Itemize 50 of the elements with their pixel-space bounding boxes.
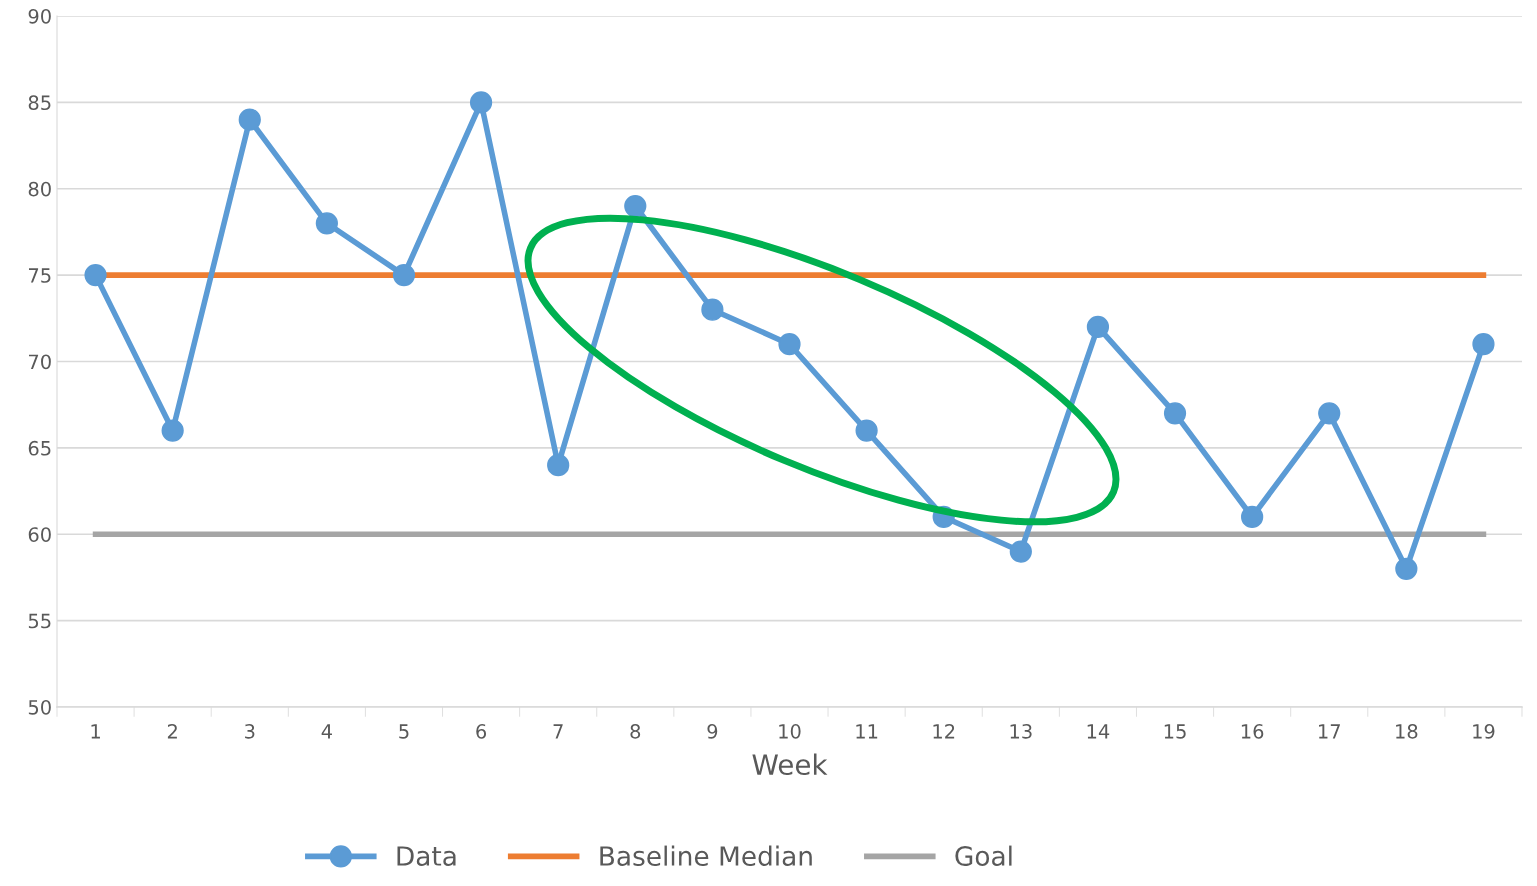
x-tick-label: 6: [476, 724, 487, 739]
y-tick-label: 50: [28, 699, 51, 715]
point: [1163, 402, 1187, 425]
y-tick-label: 70: [28, 354, 51, 370]
x-tick-label: 15: [1164, 724, 1186, 739]
x-tick-label: 1: [91, 724, 100, 739]
x-tick-label: 16: [1241, 724, 1264, 739]
x-tick-label: 19: [1473, 724, 1495, 739]
point: [1241, 505, 1264, 529]
point: [469, 91, 493, 114]
point: [1318, 402, 1341, 425]
x-tick-label: 2: [167, 724, 177, 739]
point: [701, 298, 724, 321]
x-tick-label: 12: [933, 724, 955, 739]
x-axis-title: Week: [752, 753, 828, 776]
x-tick-label: 13: [1010, 724, 1032, 739]
y-tick-label: 60: [28, 527, 51, 542]
point: [624, 194, 647, 218]
legend-label: Goal: [955, 845, 1012, 866]
x-tick-label: 14: [1087, 724, 1110, 739]
y-tick-label: 55: [28, 613, 51, 629]
y-tick-label: 90: [28, 8, 51, 24]
x-tick-label: 5: [399, 724, 409, 739]
x-tick-label: 8: [630, 724, 641, 739]
x-tick-label: 7: [553, 724, 563, 739]
legend-label: Baseline Median: [600, 845, 812, 866]
point: [1395, 557, 1418, 580]
point: [1086, 315, 1110, 339]
y-tick-label: 75: [28, 268, 51, 283]
legend-label: Data: [397, 846, 456, 866]
point: [84, 264, 107, 287]
point: [161, 419, 184, 442]
point: [392, 264, 416, 287]
point: [547, 454, 570, 477]
x-tick-label: 10: [779, 724, 801, 739]
x-tick-label: 3: [245, 724, 255, 739]
x-tick-label: 17: [1319, 724, 1340, 739]
x-tick-label: 11: [856, 724, 878, 739]
x-tick-label: 4: [321, 724, 332, 739]
point: [778, 333, 801, 356]
point: [1009, 540, 1032, 563]
point: [315, 212, 338, 235]
x-tick-label: 9: [707, 724, 718, 739]
point: [1472, 333, 1495, 356]
y-tick-label: 80: [28, 181, 51, 197]
x-tick-label: 18: [1396, 724, 1418, 739]
point: [238, 108, 261, 131]
y-tick-label: 65: [28, 440, 51, 456]
point: [855, 419, 878, 442]
y-tick-label: 85: [28, 95, 51, 111]
